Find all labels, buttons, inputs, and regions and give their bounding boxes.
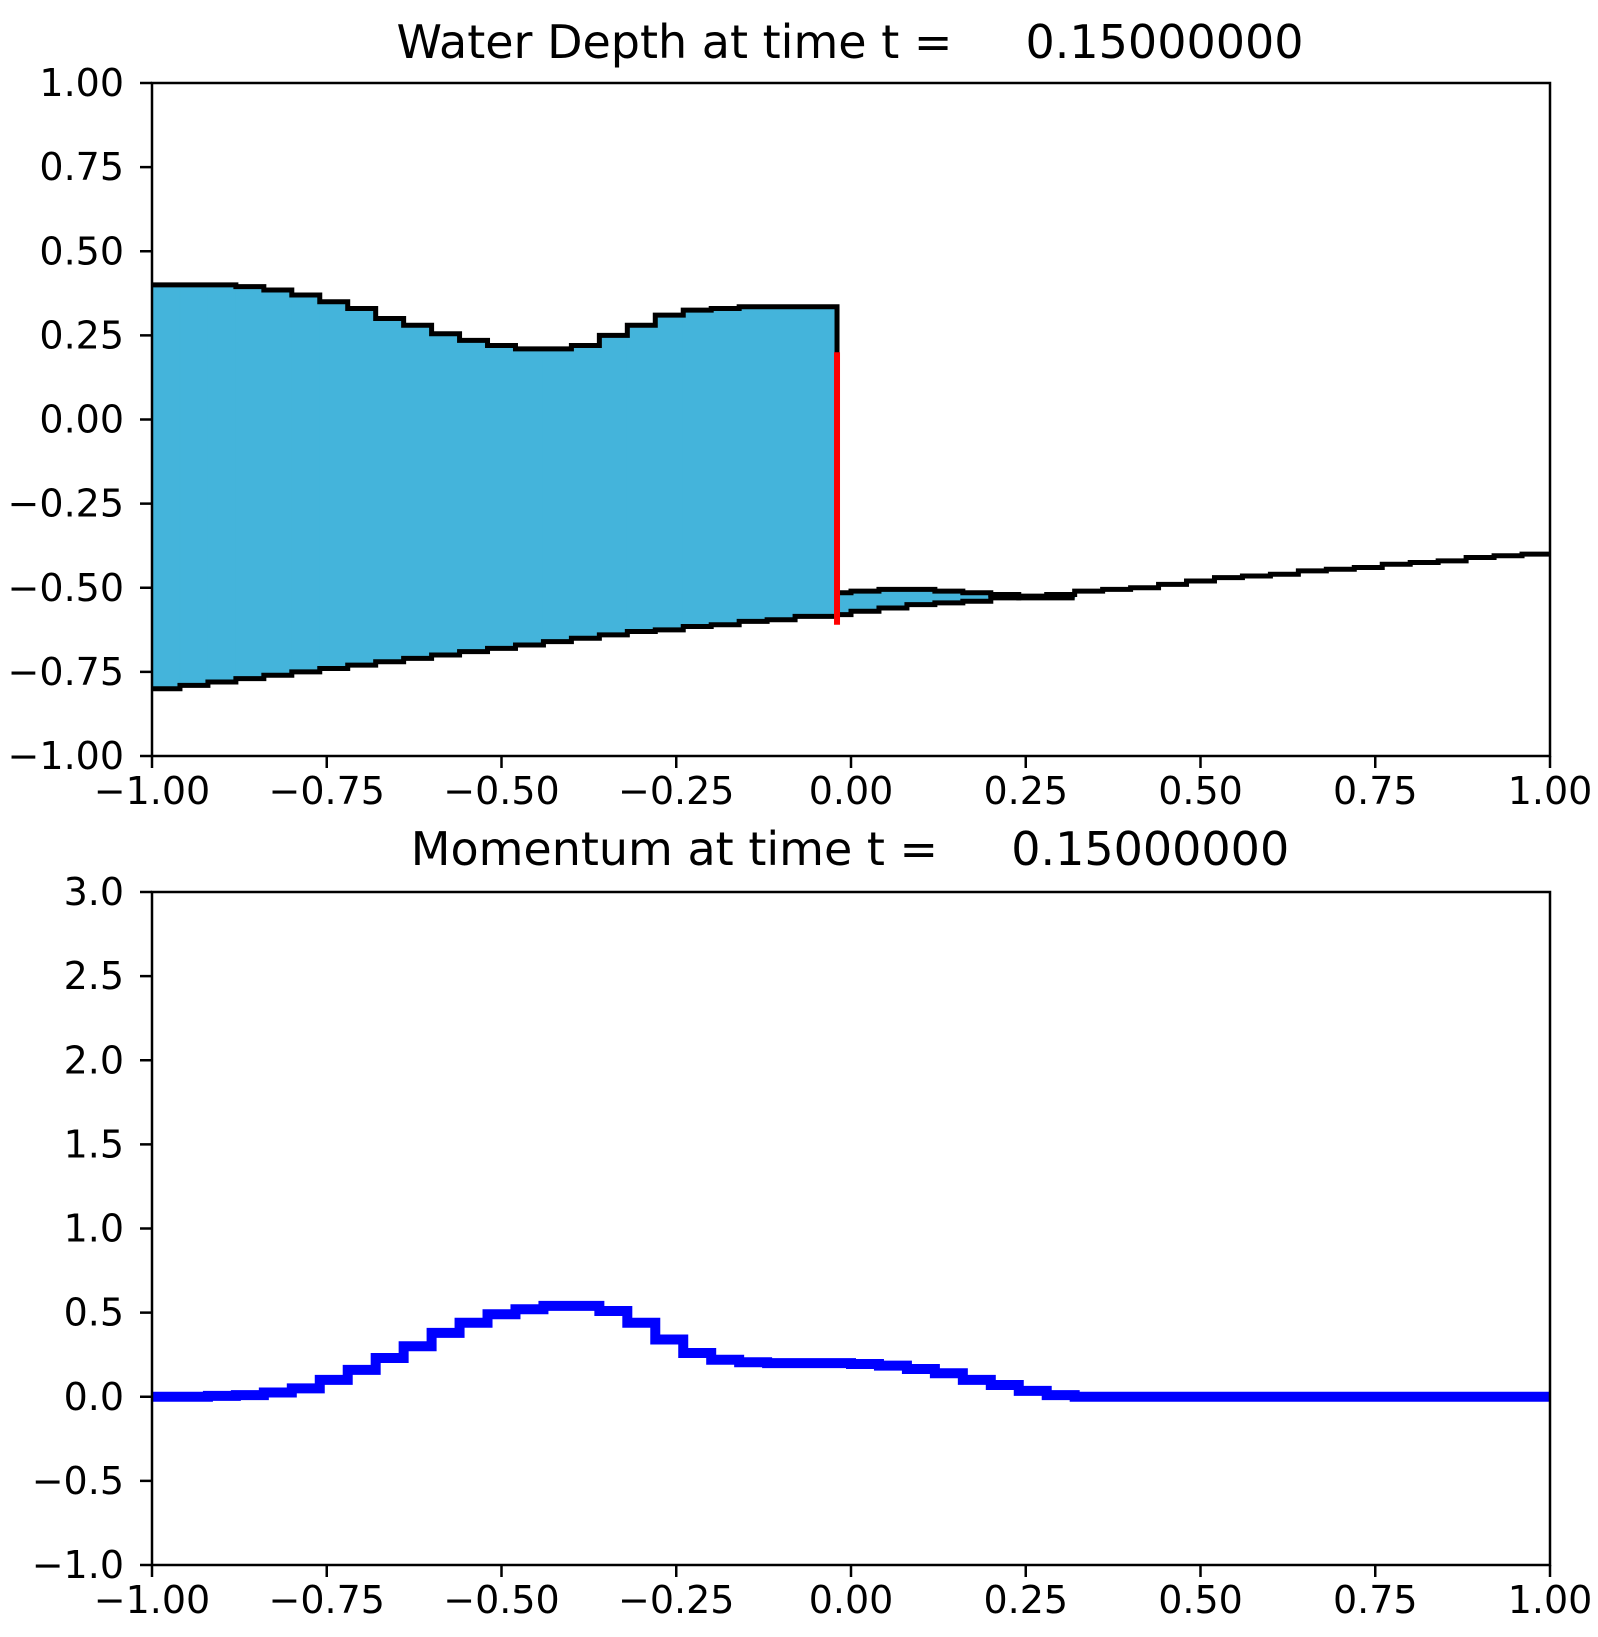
momentum-frame [150, 890, 1552, 1567]
momentum-y-tick-label: 0.0 [64, 1375, 124, 1419]
momentum-y-tick-label: 3.0 [64, 870, 124, 914]
water-cell [710, 307, 740, 626]
momentum-y-axis: 3.0 2.5 2.0 1.5 1.0 0.5 0.0 −0.5 −1.0 [32, 870, 152, 1587]
momentum-x-tick-label: 1.00 [1508, 1578, 1593, 1622]
water-depth-plot-area [151, 282, 1550, 692]
water-cell [654, 314, 684, 631]
water-depth-x-tick-label: −0.75 [269, 769, 385, 813]
water-cell [459, 339, 489, 653]
momentum-y-tick-label: 2.0 [64, 1038, 124, 1082]
water-cell [514, 348, 544, 646]
bed-line [152, 551, 1550, 692]
water-depth-y-tick-label: −1.00 [8, 734, 124, 778]
water-cell [347, 307, 377, 666]
water-depth-y-tick-label: −0.50 [8, 566, 124, 610]
water-cell [682, 309, 712, 627]
water-depth-y-tick-label: 0.50 [39, 229, 124, 273]
water-cell [738, 306, 768, 622]
water-depth-axes: Water Depth at time t = 0.15000000 −1.00… [8, 15, 1593, 813]
water-depth-x-tick-label: 0.50 [1158, 769, 1243, 813]
water-cell [179, 284, 209, 686]
momentum-plot-area [152, 1300, 1550, 1402]
momentum-line [152, 1300, 1550, 1402]
water-cell [291, 294, 321, 673]
water-depth-x-tick-label: 0.00 [809, 769, 894, 813]
momentum-y-tick-label: 1.5 [64, 1122, 124, 1166]
water-depth-y-tick-label: −0.25 [8, 482, 124, 526]
momentum-x-tick-label: −0.75 [269, 1578, 385, 1622]
momentum-y-tick-label: −1.0 [32, 1543, 124, 1587]
water-depth-y-axis: 1.00 0.75 0.50 0.25 0.00 −0.25 −0.50 −0.75 −1.00 [8, 61, 152, 778]
water-cell [151, 284, 181, 690]
water-cell [487, 344, 516, 649]
water-depth-x-tick-label: 0.25 [983, 769, 1068, 813]
momentum-x-tick-label: 0.00 [809, 1578, 894, 1622]
momentum-x-axis: −1.00 −0.75 −0.50 −0.25 0.00 0.25 0.50 0.75 1.00 [94, 1565, 1593, 1622]
water-cell [263, 289, 293, 676]
water-cell [542, 348, 572, 643]
water-depth-x-tick-label: −0.50 [443, 769, 559, 813]
water-cell [850, 590, 880, 612]
water-depth-y-tick-label: −0.75 [8, 650, 124, 694]
water-cell [794, 306, 838, 617]
water-cell [403, 324, 433, 659]
water-cell [598, 334, 628, 636]
momentum-x-tick-label: 0.25 [983, 1578, 1068, 1622]
momentum-x-tick-label: −0.50 [443, 1578, 559, 1622]
water-depth-x-tick-label: −0.25 [618, 769, 734, 813]
water-cell [570, 344, 600, 639]
momentum-x-tick-label: −0.25 [618, 1578, 734, 1622]
water-depth-x-tick-label: 1.00 [1508, 769, 1593, 813]
water-cell [626, 324, 656, 632]
water-depth-x-tick-label: 0.75 [1333, 769, 1418, 813]
water-cell [766, 306, 796, 621]
water-cell [431, 333, 461, 656]
momentum-x-tick-label: 0.75 [1333, 1578, 1418, 1622]
water-depth-y-tick-label: 0.25 [39, 313, 124, 357]
momentum-title: Momentum at time t = 0.15000000 [411, 822, 1289, 876]
water-depth-y-tick-label: 1.00 [39, 61, 124, 105]
water-surface-line [152, 282, 1075, 601]
momentum-y-tick-label: 1.0 [64, 1207, 124, 1251]
momentum-x-tick-label: 0.50 [1158, 1578, 1243, 1622]
water-cell [375, 318, 405, 663]
water-depth-x-tick-label: −1.00 [94, 769, 210, 813]
water-depth-y-tick-label: 0.75 [39, 145, 124, 189]
momentum-axes: Momentum at time t = 0.15000000 −1.00 −0.… [32, 822, 1593, 1622]
water-cell [319, 301, 349, 670]
water-cell [878, 588, 908, 609]
water-depth-y-tick-label: 0.00 [39, 398, 124, 442]
water-depth-x-axis: −1.00 −0.75 −0.50 −0.25 0.00 0.25 0.50 0.75 1.00 [94, 756, 1593, 813]
momentum-y-tick-label: 2.5 [64, 954, 124, 998]
momentum-y-tick-label: −0.5 [32, 1459, 124, 1503]
water-depth-title: Water Depth at time t = 0.15000000 [396, 15, 1303, 69]
water-cell [235, 286, 265, 680]
momentum-x-tick-label: −1.00 [94, 1578, 210, 1622]
momentum-y-tick-label: 0.5 [64, 1291, 124, 1335]
water-cell [207, 284, 237, 683]
